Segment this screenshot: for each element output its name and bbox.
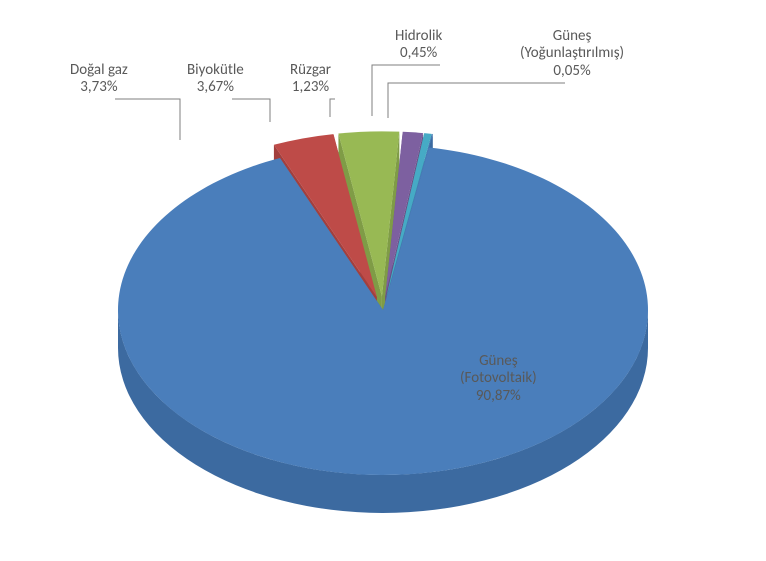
label-hidrolik: Hidrolik 0,45% [395, 28, 442, 63]
label-pct: 1,23% [290, 79, 331, 96]
label-text: Biyokütle [187, 62, 244, 79]
label-dogalgaz: Doğal gaz 3,73% [70, 62, 128, 97]
label-text: Güneş [460, 353, 537, 370]
label-pct: 90,87% [460, 388, 537, 405]
label-text: Hidrolik [395, 28, 442, 45]
label-text: Güneş [520, 28, 624, 45]
label-text: (Fotovoltaik) [460, 370, 537, 387]
label-text: Doğal gaz [70, 62, 128, 79]
label-gunes-fv: Güneş (Fotovoltaik) 90,87% [460, 353, 537, 405]
label-pct: 0,45% [395, 45, 442, 62]
label-gunes-yog: Güneş (Yoğunlaştırılmış) 0,05% [520, 28, 624, 80]
label-text: (Yoğunlaştırılmış) [520, 45, 624, 62]
label-biyokutle: Biyokütle 3,67% [187, 62, 244, 97]
label-pct: 0,05% [520, 63, 624, 80]
pie-chart-3d: Güneş (Fotovoltaik) 90,87% Doğal gaz 3,7… [0, 0, 766, 561]
label-ruzgar: Rüzgar 1,23% [290, 62, 331, 97]
label-text: Rüzgar [290, 62, 331, 79]
label-pct: 3,73% [70, 79, 128, 96]
label-pct: 3,67% [187, 79, 244, 96]
